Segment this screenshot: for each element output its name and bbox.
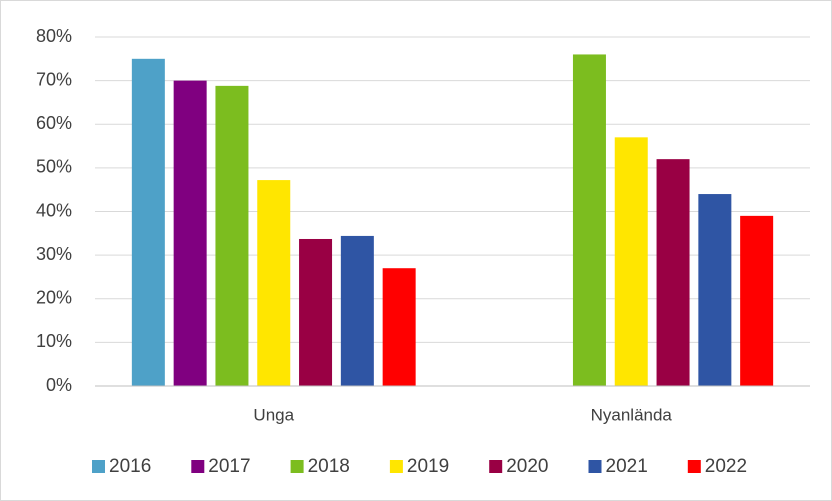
legend-swatch [687, 460, 701, 473]
legend-label: 2018 [308, 456, 350, 477]
y-tick-label: 0% [46, 375, 72, 395]
bar [382, 268, 416, 386]
bar [614, 137, 648, 386]
legend-label: 2017 [208, 456, 250, 477]
y-tick-label: 30% [36, 244, 72, 264]
bar [740, 215, 774, 386]
legend-label: 2019 [407, 456, 449, 477]
y-tick-label: 60% [36, 113, 72, 133]
y-tick-label: 20% [36, 288, 72, 308]
legend-swatch [389, 460, 403, 473]
legend-label: 2022 [705, 456, 747, 477]
bar [698, 194, 732, 386]
y-tick-label: 40% [36, 200, 72, 220]
legend-label: 2016 [109, 456, 151, 477]
bar [131, 58, 165, 386]
legend-label: 2021 [606, 456, 648, 477]
bar [173, 80, 207, 386]
legend-swatch [588, 460, 602, 473]
bar [572, 54, 606, 386]
legend-label: 2020 [506, 456, 548, 477]
y-tick-label: 50% [36, 157, 72, 177]
legend-swatch [290, 460, 304, 473]
y-tick-label: 80% [36, 26, 72, 46]
bar [215, 85, 249, 387]
bar [340, 235, 374, 386]
x-tick-label: Unga [253, 405, 294, 424]
bar [257, 180, 291, 386]
y-tick-label: 70% [36, 69, 72, 89]
legend-swatch [489, 460, 503, 473]
legend-swatch [92, 460, 105, 473]
legend-swatch [191, 460, 205, 473]
x-tick-label: Nyanlända [591, 405, 673, 424]
bar [299, 238, 333, 386]
y-tick-label: 10% [36, 331, 72, 351]
bar [656, 159, 690, 386]
